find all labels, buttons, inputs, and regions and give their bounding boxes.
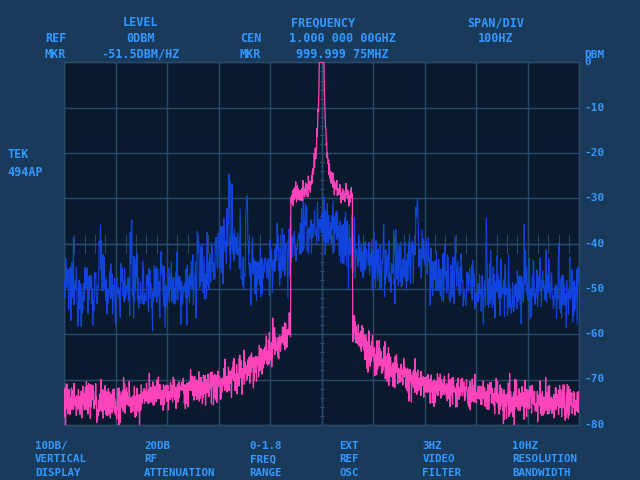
Text: -50: -50 [584,284,605,294]
Text: -70: -70 [584,374,605,384]
Text: 3HZ
VIDEO
FILTER: 3HZ VIDEO FILTER [422,441,461,478]
Text: 1.000 000 00GHZ: 1.000 000 00GHZ [289,32,396,45]
Text: 0-1.8
FREQ
RANGE: 0-1.8 FREQ RANGE [250,441,282,478]
Text: 999.999 75MHZ: 999.999 75MHZ [296,48,388,60]
Text: SPAN/DIV: SPAN/DIV [467,16,525,29]
Text: -51.5DBM/HZ: -51.5DBM/HZ [102,48,180,60]
Text: LEVEL: LEVEL [123,16,159,29]
Text: 20DB
RF
ATTENUATION: 20DB RF ATTENUATION [144,441,216,478]
Text: 100HZ: 100HZ [478,32,514,45]
Text: REF: REF [45,32,66,45]
Text: EXT
REF
OSC: EXT REF OSC [339,441,358,478]
Text: 0DBM: 0DBM [127,32,155,45]
Text: -10: -10 [584,103,605,113]
Text: MKR: MKR [45,48,66,60]
Text: 0: 0 [584,58,591,67]
Text: -60: -60 [584,329,605,339]
Text: -40: -40 [584,239,605,249]
Text: -20: -20 [584,148,605,158]
Text: MKR: MKR [240,48,261,60]
Text: -80: -80 [584,420,605,430]
Text: DBM: DBM [584,50,605,60]
Text: -30: -30 [584,193,605,204]
Text: CEN: CEN [240,32,261,45]
Text: 10DB/
VERTICAL
DISPLAY: 10DB/ VERTICAL DISPLAY [35,441,87,478]
Text: 10HZ
RESOLUTION
BANDWIDTH: 10HZ RESOLUTION BANDWIDTH [512,441,577,478]
Text: TEK
494AP: TEK 494AP [8,148,44,180]
Text: FREQUENCY: FREQUENCY [291,16,355,29]
